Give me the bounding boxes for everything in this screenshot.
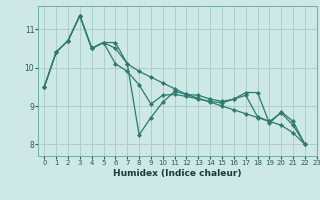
X-axis label: Humidex (Indice chaleur): Humidex (Indice chaleur) [113, 169, 242, 178]
